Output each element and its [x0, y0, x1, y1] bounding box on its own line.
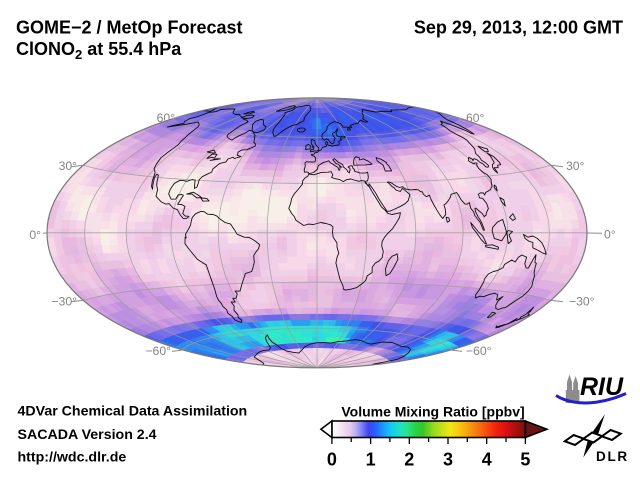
- svg-text:5: 5: [520, 450, 530, 470]
- svg-text:http://wdc.dlr.de: http://wdc.dlr.de: [18, 450, 127, 466]
- svg-text:−60°: −60°: [466, 344, 492, 358]
- svg-text:4: 4: [482, 450, 492, 470]
- svg-text:−60°: −60°: [145, 344, 171, 358]
- svg-text:−30°: −30°: [51, 294, 77, 308]
- svg-text:Sep 29, 2013, 12:00 GMT: Sep 29, 2013, 12:00 GMT: [414, 18, 623, 38]
- svg-text:4DVar Chemical Data Assimilati: 4DVar Chemical Data Assimilation: [18, 404, 248, 420]
- svg-text:30°: 30°: [59, 159, 78, 173]
- svg-text:SACADA Version 2.4: SACADA Version 2.4: [18, 427, 157, 443]
- svg-text:DLR: DLR: [596, 449, 629, 464]
- svg-text:3: 3: [443, 450, 453, 470]
- svg-text:GOME−2 / MetOp Forecast: GOME−2 / MetOp Forecast: [16, 18, 243, 38]
- svg-text:60°: 60°: [466, 111, 485, 125]
- svg-text:0°: 0°: [29, 228, 41, 242]
- svg-text:−30°: −30°: [569, 294, 595, 308]
- svg-text:ClONO2 at 55.4 hPa: ClONO2 at 55.4 hPa: [16, 39, 182, 62]
- svg-text:Volume Mixing Ratio [ppbv]: Volume Mixing Ratio [ppbv]: [341, 404, 524, 420]
- svg-text:1: 1: [366, 450, 376, 470]
- svg-text:0: 0: [327, 450, 337, 470]
- svg-text:60°: 60°: [157, 111, 176, 125]
- svg-text:30°: 30°: [566, 159, 585, 173]
- svg-text:2: 2: [404, 450, 414, 470]
- svg-text:0°: 0°: [604, 228, 616, 242]
